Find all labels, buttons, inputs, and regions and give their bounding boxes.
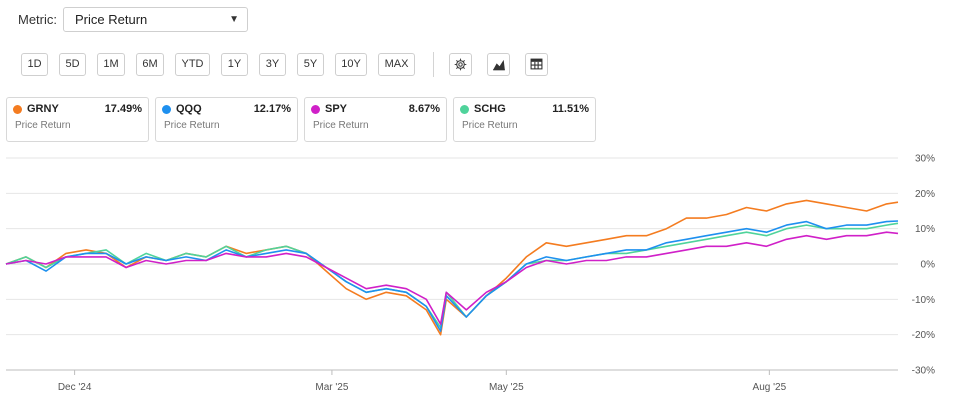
range-button-3y[interactable]: 3Y xyxy=(259,52,286,76)
settings-button[interactable] xyxy=(449,52,472,76)
caret-down-icon: ▼ xyxy=(229,14,239,25)
legend-card-name: SCHG xyxy=(460,103,506,115)
price-return-chart[interactable]: 30% 20% 10% 0% -10% -20% -30% Dec '24 Mar '25 May… xyxy=(0,145,975,412)
legend-value: 17.49% xyxy=(104,103,142,115)
series-color-dot xyxy=(162,104,171,114)
y-tick-label: -30% xyxy=(912,366,935,377)
y-tick-label: -10% xyxy=(912,295,935,306)
range-toolbar: 1D 5D 1M 6M YTD 1Y 3Y 5Y 10Y MAX xyxy=(21,51,563,77)
legend-ticker: GRNY xyxy=(27,103,59,115)
range-button-10y[interactable]: 10Y xyxy=(335,52,367,76)
legend-ticker: QQQ xyxy=(176,103,202,115)
y-tick-label: 30% xyxy=(915,154,935,165)
legend-card-name: GRNY xyxy=(13,103,59,115)
x-tick-label: Mar '25 xyxy=(315,382,348,393)
legend-card-name: SPY xyxy=(311,103,347,115)
metric-label: Metric: xyxy=(18,12,57,27)
legend-cards: GRNY 17.49% Price Return QQQ 12.17% Pric… xyxy=(6,97,602,142)
x-tick-label: May '25 xyxy=(489,382,524,393)
series-line-grny xyxy=(5,199,899,336)
range-button-6m[interactable]: 6M xyxy=(136,52,164,76)
x-tick-label: Dec '24 xyxy=(58,382,92,393)
series-color-dot xyxy=(311,104,320,114)
legend-ticker: SPY xyxy=(325,103,348,115)
legend-value: 11.51% xyxy=(552,103,589,115)
y-tick-label: 0% xyxy=(921,260,936,271)
x-tick-label: Aug '25 xyxy=(753,382,787,393)
legend-card-qqq[interactable]: QQQ 12.17% Price Return xyxy=(155,97,298,142)
legend-subtitle: Price Return xyxy=(15,120,71,131)
legend-card-name: QQQ xyxy=(162,103,202,115)
table-icon xyxy=(530,58,543,70)
legend-subtitle: Price Return xyxy=(313,120,369,131)
range-button-1y[interactable]: 1Y xyxy=(221,52,248,76)
series-line-schg xyxy=(5,222,899,329)
range-button-1d[interactable]: 1D xyxy=(21,52,48,76)
series-color-dot xyxy=(13,104,22,114)
range-button-5d[interactable]: 5D xyxy=(59,52,86,76)
legend-subtitle: Price Return xyxy=(164,120,220,131)
gear-icon xyxy=(454,58,467,70)
series-line-spy xyxy=(5,231,899,325)
legend-card-schg[interactable]: SCHG 11.51% Price Return xyxy=(453,97,596,142)
table-view-button[interactable] xyxy=(525,52,548,76)
metric-dropdown[interactable]: Price Return ▼ xyxy=(63,7,248,32)
range-button-max[interactable]: MAX xyxy=(378,52,415,76)
legend-subtitle: Price Return xyxy=(462,120,518,131)
y-tick-label: 20% xyxy=(915,189,935,200)
legend-card-grny[interactable]: GRNY 17.49% Price Return xyxy=(6,97,149,142)
y-tick-label: -20% xyxy=(912,330,935,341)
series-line-qqq xyxy=(5,220,899,332)
legend-value: 12.17% xyxy=(253,103,291,115)
metric-selector-row: Metric: Price Return ▼ xyxy=(18,7,248,32)
metric-dropdown-value: Price Return xyxy=(75,12,148,27)
legend-value: 8.67% xyxy=(408,103,440,115)
toolbar-divider xyxy=(433,51,434,77)
range-button-5y[interactable]: 5Y xyxy=(297,52,324,76)
area-chart-icon xyxy=(492,59,505,70)
legend-ticker: SCHG xyxy=(474,103,506,115)
y-tick-label: 10% xyxy=(915,224,935,235)
series-color-dot xyxy=(460,104,469,114)
range-button-ytd[interactable]: YTD xyxy=(175,52,210,76)
chart-type-button[interactable] xyxy=(487,52,510,76)
legend-card-spy[interactable]: SPY 8.67% Price Return xyxy=(304,97,447,142)
range-button-1m[interactable]: 1M xyxy=(97,52,125,76)
